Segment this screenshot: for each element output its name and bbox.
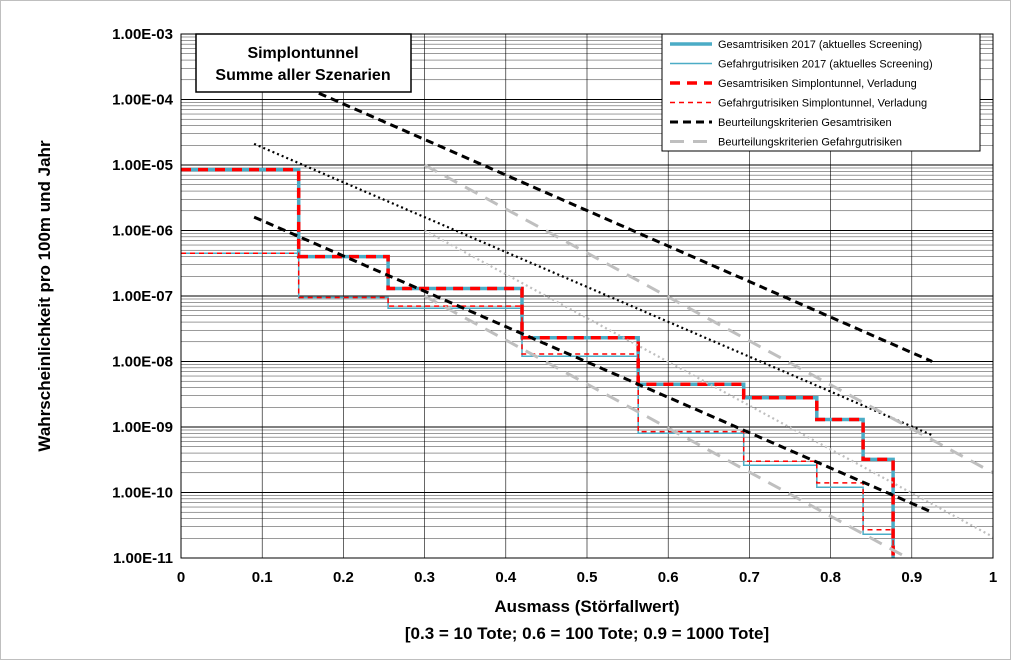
x-tick-label: 0.7 [739, 569, 760, 586]
series-layer [181, 86, 994, 560]
title-line-2: Summe aller Szenarien [215, 67, 390, 84]
legend-label: Gefahrgutrisiken Simplontunnel, Verladun… [718, 98, 927, 110]
y-tick-label: 1.00E-09 [112, 419, 173, 436]
y-tick-label: 1.00E-08 [112, 354, 173, 371]
legend: Gesamtrisiken 2017 (aktuelles Screening)… [661, 33, 981, 152]
y-tick-label: 1.00E-07 [112, 288, 173, 305]
x-tick-label: 0.1 [252, 569, 273, 586]
x-tick-label: 0.2 [333, 569, 354, 586]
x-axis-label: Ausmass (Störfallwert) [494, 597, 679, 616]
x-tick-label: 0 [177, 569, 185, 586]
series-line-6 [253, 215, 933, 514]
x-tick-label: 0.9 [901, 569, 922, 586]
series-line-0 [181, 167, 895, 558]
series-line-3 [181, 252, 894, 558]
y-axis-label: Wahrscheinlichkeit pro 100m und Jahr [35, 140, 54, 452]
legend-label: Gefahrgutrisiken 2017 (aktuelles Screeni… [718, 59, 933, 71]
series-line-4 [306, 86, 933, 363]
x-tick-label: 1 [989, 569, 997, 586]
y-tick-label: 1.00E-03 [112, 26, 173, 43]
y-tick-label: 1.00E-04 [112, 92, 174, 109]
x-tick-label: 0.4 [495, 569, 517, 586]
plot-border [180, 33, 994, 559]
x-tick-label: 0.8 [820, 569, 841, 586]
legend-label: Beurteilungskriterien Gefahrgutrisiken [718, 137, 902, 149]
series-line-2 [181, 167, 895, 558]
x-tick-label: 0.6 [658, 569, 679, 586]
y-tick-label: 1.00E-10 [112, 485, 173, 502]
y-tick-label: 1.00E-06 [112, 223, 173, 240]
legend-label: Gesamtrisiken Simplontunnel, Verladung [718, 78, 917, 90]
series-line-7 [423, 163, 994, 475]
legend-label: Beurteilungskriterien Gesamtrisiken [718, 117, 892, 129]
title-line-1: Simplontunnel [247, 45, 358, 62]
axes-layer: 0 0.1 0.2 0.3 0.4 0.5 0.6 0.7 0.8 0.9 1 1.00E-11 1.0… [112, 26, 997, 586]
y-tick-label: 1.00E-11 [113, 550, 173, 567]
x-tick-label: 0.3 [414, 569, 435, 586]
x-axis-sublabel: [0.3 = 10 Tote; 0.6 = 100 Tote; 0.9 = 10… [405, 624, 769, 643]
title-box: Simplontunnel Summe aller Szenarien [195, 33, 412, 93]
x-tick-label: 0.5 [577, 569, 598, 586]
y-tick-label: 1.00E-05 [112, 157, 173, 174]
legend-label: Gesamtrisiken 2017 (aktuelles Screening) [718, 39, 922, 51]
